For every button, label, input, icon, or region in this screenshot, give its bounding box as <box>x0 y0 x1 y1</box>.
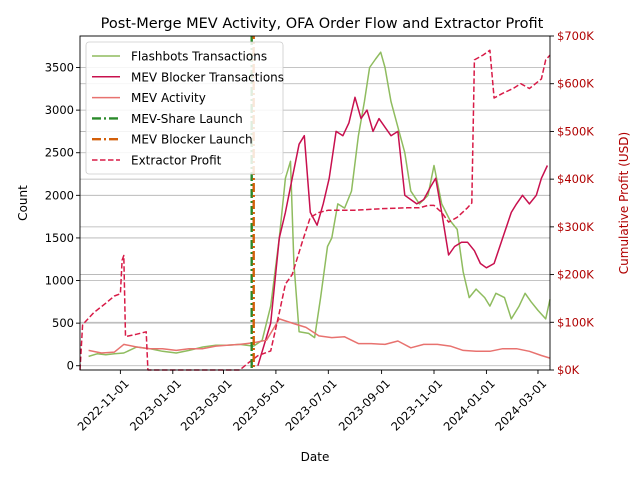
series-line-flashbots-transactions <box>88 51 551 358</box>
legend-label-mev-blocker-transactions: MEV Blocker Transactions <box>131 70 284 84</box>
legend-label-mev-activity: MEV Activity <box>131 91 206 105</box>
y-right-tick-label: $300K <box>557 220 594 234</box>
legend-label-mev-share-launch: MEV-Share Launch <box>131 112 243 126</box>
y-left-tick-label: 1000 <box>45 274 74 288</box>
y-left-tick-label: 3000 <box>45 103 74 117</box>
y-right-tick-label: $0K <box>557 363 580 377</box>
y-left-tick-label: 3500 <box>45 61 74 75</box>
y-axis-left-label: Count <box>16 185 30 221</box>
y-right-tick-label: $600K <box>557 77 594 91</box>
legend-label-mev-blocker-launch: MEV Blocker Launch <box>131 133 253 147</box>
y-right-tick-label: $500K <box>557 124 594 138</box>
legend: Flashbots Transactions MEV Blocker Transa… <box>85 41 284 175</box>
y-left-tick-label: 1500 <box>45 231 74 245</box>
legend-label-flashbots-transactions: Flashbots Transactions <box>131 50 267 64</box>
y-left-tick-label: 2000 <box>45 188 74 202</box>
y-right-tick-label: $700K <box>557 29 594 43</box>
y-axis-right-label: Cumulative Profit (USD) <box>617 132 631 274</box>
y-left-tick-label: 2500 <box>45 146 74 160</box>
y-left-tick-label: 500 <box>52 316 74 330</box>
y-right-tick-label: $100K <box>557 315 594 329</box>
plot-frame <box>79 35 551 371</box>
chart-title: Post-Merge MEV Activity, OFA Order Flow … <box>101 16 544 32</box>
y-right-tick-label: $200K <box>557 268 594 282</box>
legend-label-extractor-profit: Extractor Profit <box>131 154 222 168</box>
y-axis-right: $0K $100K $200K $300K $400K $500K $600K $700K <box>550 29 594 377</box>
x-axis-label: Date <box>301 450 330 464</box>
y-left-tick-label: 0 <box>67 359 74 373</box>
series-layer <box>79 49 551 371</box>
series-line-mev-activity <box>88 318 551 359</box>
legend-box <box>85 41 284 175</box>
y-axis-left: 0 500 1000 1500 2000 2500 3000 3500 <box>45 61 80 373</box>
y-right-tick-label: $400K <box>557 172 594 186</box>
series-line-extractor-profit <box>79 49 551 371</box>
